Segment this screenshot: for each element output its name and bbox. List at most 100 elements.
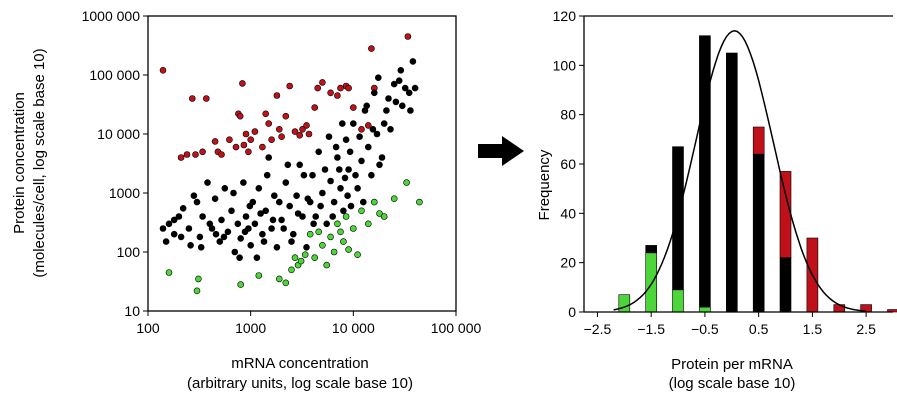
histogram-x-tick-label: 1.5 (803, 321, 823, 337)
scatter-point-mid (363, 102, 371, 110)
scatter-point-low (193, 287, 201, 295)
scatter-point-mid (241, 228, 249, 236)
scatter-point-high (159, 67, 167, 74)
scatter-point-mid (242, 213, 250, 220)
scatter-point-mid (356, 133, 363, 140)
scatter-point-mid (159, 225, 167, 232)
scatter-point-mid (323, 220, 331, 228)
scatter-point-high (358, 126, 365, 133)
scatter-point-mid (284, 161, 292, 169)
scatter-point-high (239, 80, 246, 87)
scatter-point-mid (265, 154, 273, 161)
scatter-point-mid (300, 171, 308, 179)
scatter-point-low (297, 257, 305, 265)
scatter-point-high (232, 143, 240, 151)
scatter-point-mid (364, 143, 372, 151)
scatter-point-low (376, 210, 383, 217)
histogram-y-tick-label: 60 (560, 156, 576, 172)
scatter-point-low (345, 246, 352, 253)
scatter-point-mid (236, 254, 243, 262)
scatter-x-tick-label: 100 000 (431, 320, 482, 336)
scatter-point-high (199, 148, 206, 156)
scatter-point-high (251, 128, 259, 135)
scatter-point-mid (385, 95, 392, 102)
scatter-point-mid (344, 192, 351, 199)
scatter-point-mid (246, 202, 254, 210)
histogram-y-tick-label: 120 (553, 8, 577, 24)
scatter-point-low (255, 272, 263, 279)
scatter-point-mid (206, 220, 214, 228)
scatter-point-mid (275, 198, 283, 206)
scatter-point-mid (263, 171, 271, 179)
scatter-point-mid (278, 216, 285, 224)
scatter-point-mid (220, 233, 228, 241)
scatter-point-high (226, 136, 233, 143)
scatter-point-mid (255, 185, 263, 192)
scatter-point-high (305, 130, 313, 138)
scatter-point-mid (269, 216, 277, 224)
scatter-point-mid (193, 198, 201, 206)
scatter-x-label-line1: mRNA concentration (231, 355, 369, 372)
scatter-point-mid (368, 171, 375, 179)
scatter-point-mid (270, 192, 278, 199)
scatter-y-tick-label: 10 (124, 303, 140, 319)
scatter-point-mid (327, 177, 334, 185)
histogram-x-tick-label: 0.5 (749, 321, 769, 337)
histogram-y-tick-label: 80 (560, 107, 576, 123)
histogram-y-tick-label: 0 (568, 304, 576, 320)
scatter-point-mid (337, 185, 344, 192)
histogram-bar-low (618, 294, 631, 313)
scatter-point-high (314, 84, 322, 92)
scatter-point-mid (224, 228, 232, 236)
scatter-point-low (380, 213, 388, 220)
scatter-point-mid (204, 179, 211, 186)
histogram-bar-low (672, 289, 684, 313)
scatter-point-mid (293, 192, 300, 199)
scatter-point-mid (199, 213, 206, 220)
histogram-bar-high (833, 304, 846, 313)
scatter-point-mid (312, 213, 320, 220)
scatter-y-tick-label: 100 (117, 244, 141, 260)
scatter-x-ticks: 100 1000 10 000 100 000 (136, 311, 482, 336)
scatter-point-low (334, 220, 341, 228)
histogram-bar-mid (672, 146, 684, 291)
scatter-point-mid (221, 185, 229, 192)
scatter-point-mid (390, 80, 398, 88)
scatter-point-mid (373, 130, 381, 138)
scatter-point-mid (321, 166, 329, 173)
scatter-point-mid (273, 244, 281, 251)
scatter-point-mid (231, 248, 239, 256)
histogram-bars (618, 35, 897, 313)
scatter-point-mid (170, 230, 178, 238)
scatter-point-high (268, 136, 275, 143)
scatter-point-mid (369, 126, 377, 133)
scatter-point-low (390, 195, 398, 202)
scatter-point-mid (165, 220, 173, 228)
scatter-point-mid (190, 192, 198, 199)
scatter-point-mid (237, 235, 244, 242)
scatter-point-mid (370, 89, 378, 97)
scatter-point-high (337, 84, 344, 92)
scatter-point-mid (345, 166, 352, 173)
scatter-point-mid (325, 133, 333, 140)
scatter-point-mid (380, 120, 388, 127)
scatter-point-mid (397, 67, 405, 74)
scatter-point-mid (405, 89, 413, 97)
scatter-point-low (337, 228, 344, 236)
scatter-point-mid (334, 154, 341, 161)
scatter-point-high (189, 95, 196, 102)
scatter-point-low (364, 220, 372, 228)
scatter-y-label-line2: (molecules/cell, log scale base 10) (31, 48, 48, 277)
scatter-point-mid (335, 166, 343, 173)
scatter-point-mid (170, 216, 178, 224)
scatter-point-high (242, 130, 250, 138)
histogram: −2.5 −1.5 −0.5 0.5 1.5 2.5 0 20 40 60 80 100 120 Pr… (536, 8, 897, 392)
scatter-point-mid (330, 198, 338, 206)
scatter-point-mid (352, 171, 359, 179)
scatter-point-mid (304, 195, 312, 202)
scatter-point-mid (262, 207, 270, 215)
scatter-point-high (192, 151, 199, 158)
scatter-point-mid (234, 220, 242, 228)
scatter-point-mid (329, 213, 337, 220)
